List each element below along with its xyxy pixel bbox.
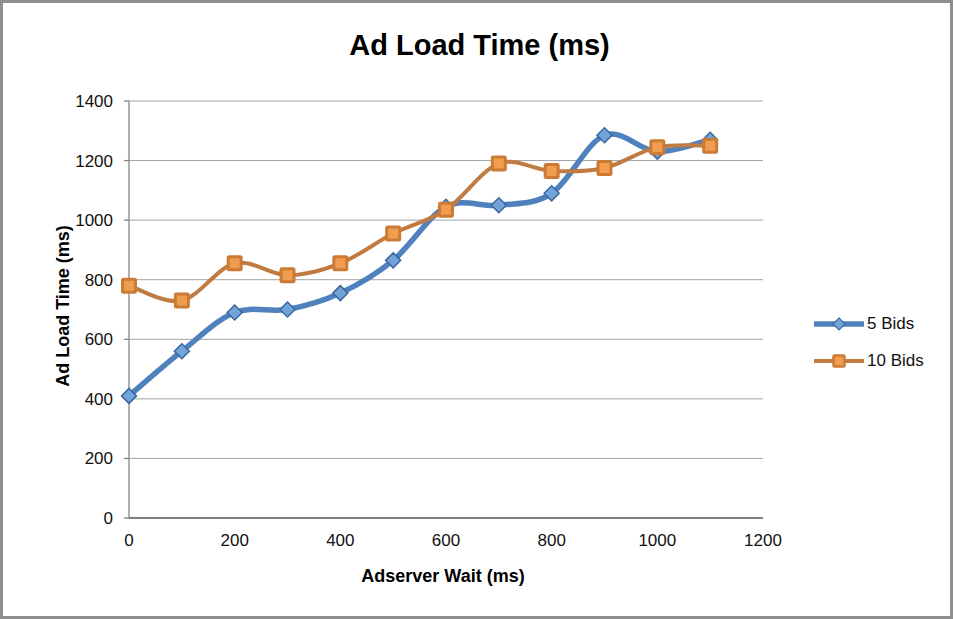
x-tick-label: 1000 (638, 531, 676, 550)
marker-square (175, 294, 188, 307)
legend-line-square-icon (814, 352, 864, 370)
series-line-5-bids (129, 134, 710, 396)
x-tick-label: 600 (432, 531, 460, 550)
y-tick-label: 1000 (75, 211, 113, 230)
legend-line-diamond-icon (814, 315, 864, 333)
marker-square (228, 257, 241, 270)
x-tick-label: 800 (537, 531, 565, 550)
legend-sample-diamond (833, 318, 845, 330)
legend-label-10-bids: 10 Bids (867, 351, 924, 371)
marker-square (440, 203, 453, 216)
marker-square (598, 162, 611, 175)
y-tick-label: 0 (104, 509, 113, 528)
marker-square (545, 164, 558, 177)
x-tick-label: 200 (220, 531, 248, 550)
y-tick-label: 400 (85, 390, 113, 409)
y-tick-label: 800 (85, 271, 113, 290)
x-tick-label: 400 (326, 531, 354, 550)
marker-square (123, 279, 136, 292)
y-tick-label: 600 (85, 330, 113, 349)
legend-item-5-bids: 5 Bids (814, 314, 924, 334)
x-axis-title: Adserver Wait (ms) (126, 566, 760, 587)
y-tick-label: 1200 (75, 152, 113, 171)
marker-square (387, 227, 400, 240)
legend-item-10-bids: 10 Bids (814, 351, 924, 371)
legend-label-5-bids: 5 Bids (867, 314, 914, 334)
chart-frame: Ad Load Time (ms) 0 200 400 600 800 1000 1200 1… (0, 0, 953, 619)
marker-square (704, 139, 717, 152)
x-tick-label: 1200 (744, 531, 782, 550)
legend-sample-square (834, 356, 845, 367)
marker-square (281, 269, 294, 282)
plot-area: 0 200 400 600 800 1000 1200 1400 0 200 400 600 800 10… (3, 3, 953, 619)
x-tick-label: 0 (124, 531, 133, 550)
marker-square (334, 257, 347, 270)
marker-diamond (491, 198, 506, 213)
y-axis-title: Ad Load Time (ms) (53, 225, 74, 387)
y-tick-label: 1400 (75, 92, 113, 111)
series-line-10-bids (129, 145, 710, 301)
legend: 5 Bids 10 Bids (814, 314, 924, 371)
y-tick-label: 200 (85, 449, 113, 468)
marker-square (492, 157, 505, 170)
marker-diamond (280, 302, 295, 317)
marker-square (651, 141, 664, 154)
